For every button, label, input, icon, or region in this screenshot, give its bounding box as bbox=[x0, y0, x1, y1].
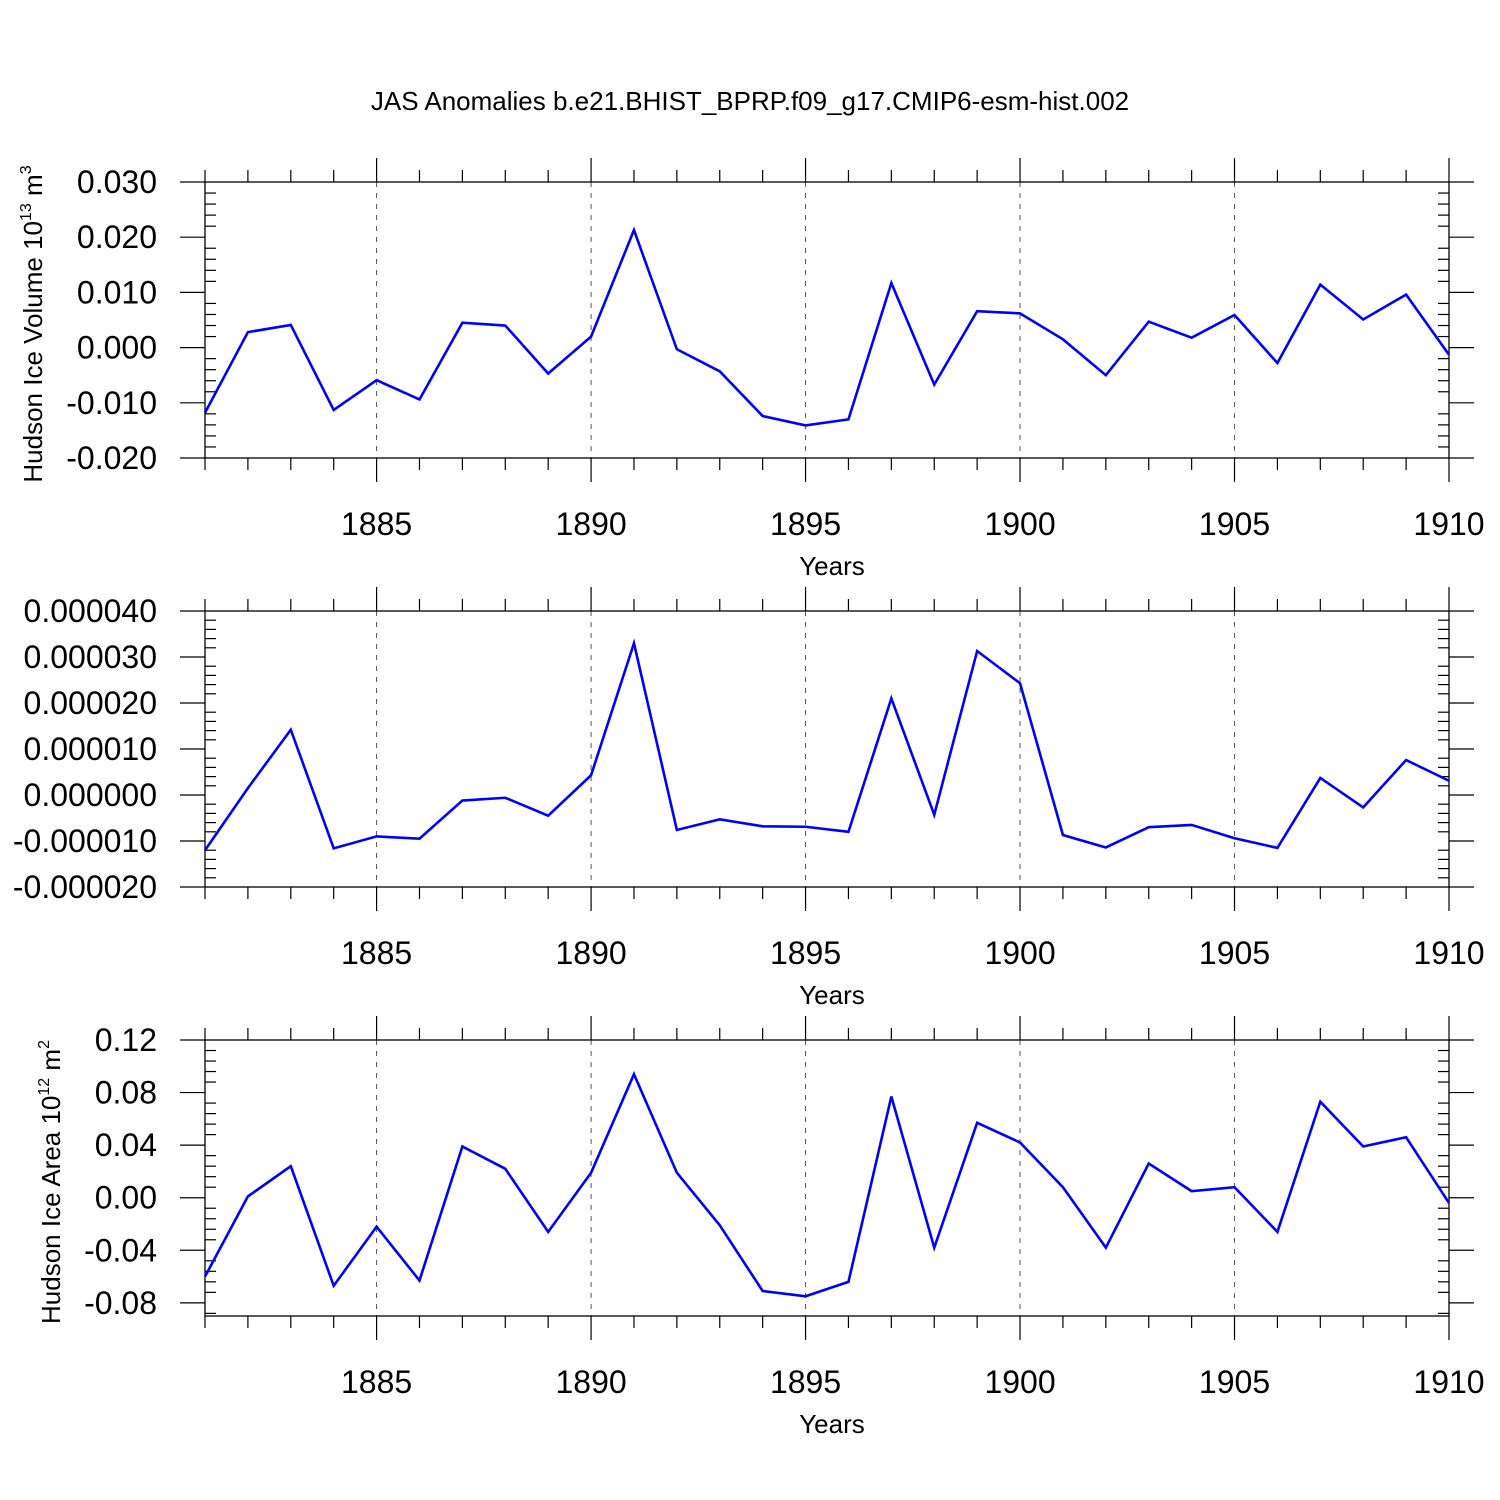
y-tick-label: 0.000040 bbox=[24, 593, 157, 629]
y-axis-label-unit-exponent: 3 bbox=[18, 165, 35, 174]
x-tick-label: 1905 bbox=[1199, 935, 1270, 971]
y-tick-label: -0.000010 bbox=[13, 823, 157, 859]
panel-ice-volume: 1885 1890 1895 1900 1905 1910 Years -0.020 -0.01… bbox=[18, 158, 1485, 581]
x-tick-label: 1895 bbox=[770, 1364, 841, 1400]
y-axis-label-main: Hudson Ice Area 10 bbox=[36, 1096, 66, 1324]
series-line-volume bbox=[203, 226, 1451, 427]
y-axis-label-unit: m bbox=[18, 174, 48, 203]
y-tick-label: 0.020 bbox=[77, 219, 157, 255]
y-axis-label-unit-exponent: 2 bbox=[36, 1040, 53, 1049]
x-tick-label: 1885 bbox=[341, 935, 412, 971]
y-tick-label: 0.000000 bbox=[24, 777, 157, 813]
y-tick-label: -0.000020 bbox=[13, 869, 157, 905]
x-tick-label: 1890 bbox=[555, 935, 626, 971]
y-tick-label: 0.12 bbox=[95, 1022, 157, 1058]
x-tick-label: 1910 bbox=[1413, 506, 1484, 542]
x-axis-label: Years bbox=[799, 551, 865, 581]
series-line-thickness bbox=[203, 638, 1450, 851]
y-tick-label: 0.08 bbox=[95, 1075, 157, 1111]
y-tick-label: 0.00 bbox=[95, 1180, 157, 1216]
x-tick-label: 1890 bbox=[555, 1364, 626, 1400]
y-tick-label: 0.010 bbox=[77, 274, 157, 310]
x-axis-label: Years bbox=[799, 1409, 865, 1439]
y-axis-label-main: Hudson Ice Volume 10 bbox=[18, 221, 48, 483]
x-tick-label: 1905 bbox=[1199, 506, 1270, 542]
y-tick-label: 0.04 bbox=[95, 1127, 157, 1163]
x-tick-label: 1900 bbox=[984, 935, 1055, 971]
y-axis-label-unit: m bbox=[36, 1049, 66, 1078]
y-axis-label-exponent: 12 bbox=[36, 1078, 53, 1096]
plot-frame bbox=[204, 1039, 1450, 1317]
x-axis-label: Years bbox=[799, 980, 865, 1010]
x-tick-label: 1910 bbox=[1413, 935, 1484, 971]
y-tick-label: 0.030 bbox=[77, 164, 157, 200]
y-tick-label: 0.000010 bbox=[24, 731, 157, 767]
x-tick-label: 1905 bbox=[1199, 1364, 1270, 1400]
x-tick-label: 1900 bbox=[984, 506, 1055, 542]
x-tick-label: 1890 bbox=[555, 506, 626, 542]
x-tick-label: 1910 bbox=[1413, 1364, 1484, 1400]
y-tick-label: -0.08 bbox=[84, 1285, 157, 1321]
x-tick-label: 1900 bbox=[984, 1364, 1055, 1400]
y-axis-label: Hudson Ice Area 1012 m2 bbox=[36, 1040, 66, 1324]
plot-frame bbox=[204, 181, 1450, 459]
y-tick-label: 0.000 bbox=[77, 330, 157, 366]
y-tick-label: 0.000020 bbox=[24, 685, 157, 721]
y-tick-label: -0.010 bbox=[66, 385, 157, 421]
x-tick-label: 1895 bbox=[770, 506, 841, 542]
y-tick-label: -0.020 bbox=[66, 440, 157, 476]
x-tick-label: 1885 bbox=[341, 506, 412, 542]
panel-anomaly: 1885 1890 1895 1900 1905 1910 Years -0.000020 -0… bbox=[13, 587, 1485, 1010]
y-tick-label: -0.04 bbox=[84, 1232, 157, 1268]
panel-ice-area: 1885 1890 1895 1900 1905 1910 Years -0.08 -0.04 0… bbox=[36, 1016, 1485, 1439]
series-line-area bbox=[203, 1070, 1451, 1298]
figure-title: JAS Anomalies b.e21.BHIST_BPRP.f09_g17.C… bbox=[371, 86, 1129, 116]
x-tick-label: 1895 bbox=[770, 935, 841, 971]
y-axis-label-exponent: 13 bbox=[18, 203, 35, 221]
y-tick-label: 0.000030 bbox=[24, 639, 157, 675]
x-tick-label: 1885 bbox=[341, 1364, 412, 1400]
y-axis-label: Hudson Ice Volume 1013 m3 bbox=[18, 165, 48, 482]
